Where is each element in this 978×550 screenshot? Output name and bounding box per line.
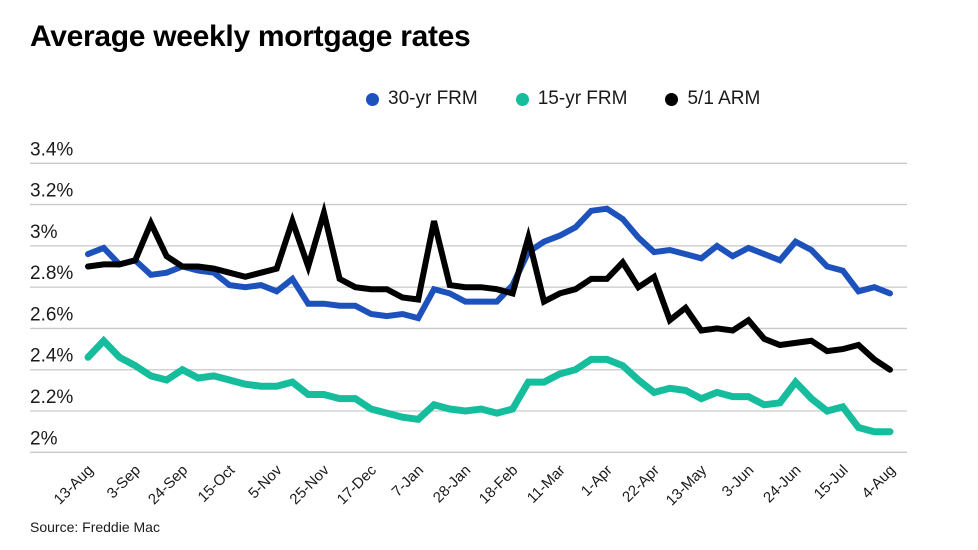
- x-tick-label: 4-Aug: [859, 462, 899, 502]
- x-tick-label: 7-Jan: [389, 462, 428, 501]
- chart-title: Average weekly mortgage rates: [30, 20, 471, 53]
- series-line-15-yr-frm: [84, 335, 894, 436]
- series-line-5-1-arm: [85, 201, 893, 373]
- chart-legend: 30-yr FRM 15-yr FRM 5/1 ARM: [366, 88, 760, 110]
- x-tick-label: 11-Mar: [524, 462, 569, 507]
- y-tick-label: 3%: [30, 222, 58, 243]
- x-tick-label: 25-Nov: [286, 461, 333, 508]
- legend-label-5-1-arm: 5/1 ARM: [687, 88, 761, 109]
- y-tick-label: 2.6%: [30, 304, 73, 325]
- legend-label-15yr-frm: 15-yr FRM: [537, 88, 628, 109]
- y-tick-label: 2.8%: [30, 263, 73, 284]
- x-tick-label: 28-Jan: [430, 462, 474, 506]
- x-tick-label: 13-May: [663, 461, 711, 509]
- x-tick-label: 22-Apr: [619, 462, 663, 506]
- y-axis-labels: 3.4% 3.2% 3% 2.8% 2.6% 2.4% 2.2% 2%: [30, 139, 73, 449]
- x-tick-label: 17-Dec: [334, 461, 381, 508]
- y-tick-label: 3.2%: [30, 181, 73, 202]
- x-tick-label: 15-Jul: [811, 462, 852, 503]
- series-lines: [84, 201, 894, 436]
- x-tick-label: 18-Feb: [476, 462, 522, 508]
- source-note: Source: Freddie Mac: [30, 519, 160, 535]
- x-tick-label: 15-Oct: [195, 461, 239, 505]
- legend-dot-15yr-frm: [515, 92, 529, 106]
- x-tick-label: 3-Sep: [104, 462, 144, 502]
- x-tick-label: 24-Sep: [145, 462, 191, 508]
- y-tick-label: 2.2%: [30, 387, 73, 408]
- y-tick-label: 2%: [30, 428, 58, 449]
- y-tick-label: 2.4%: [30, 346, 73, 367]
- x-tick-label: 3-Jun: [719, 462, 758, 501]
- x-tick-label: 5-Nov: [245, 461, 286, 502]
- y-tick-label: 3.4%: [30, 139, 73, 160]
- legend-label-30yr-frm: 30-yr FRM: [388, 88, 478, 109]
- x-axis-labels: 13-Aug 3-Sep 24-Sep 15-Oct 5-Nov 25-Nov 17-Dec…: [51, 461, 899, 509]
- series-line-30-yr-frm: [85, 205, 893, 322]
- legend-dot-5-1-arm: [665, 92, 679, 106]
- legend-item-30yr-frm: 30-yr FRM: [366, 88, 478, 110]
- x-tick-label: 24-Jun: [760, 462, 804, 506]
- legend-item-5-1-arm: 5/1 ARM: [665, 88, 760, 110]
- legend-dot-30yr-frm: [366, 92, 379, 106]
- x-tick-label: 13-Aug: [51, 462, 97, 508]
- x-tick-label: 1-Apr: [578, 462, 616, 500]
- legend-item-15yr-frm: 15-yr FRM: [515, 88, 628, 110]
